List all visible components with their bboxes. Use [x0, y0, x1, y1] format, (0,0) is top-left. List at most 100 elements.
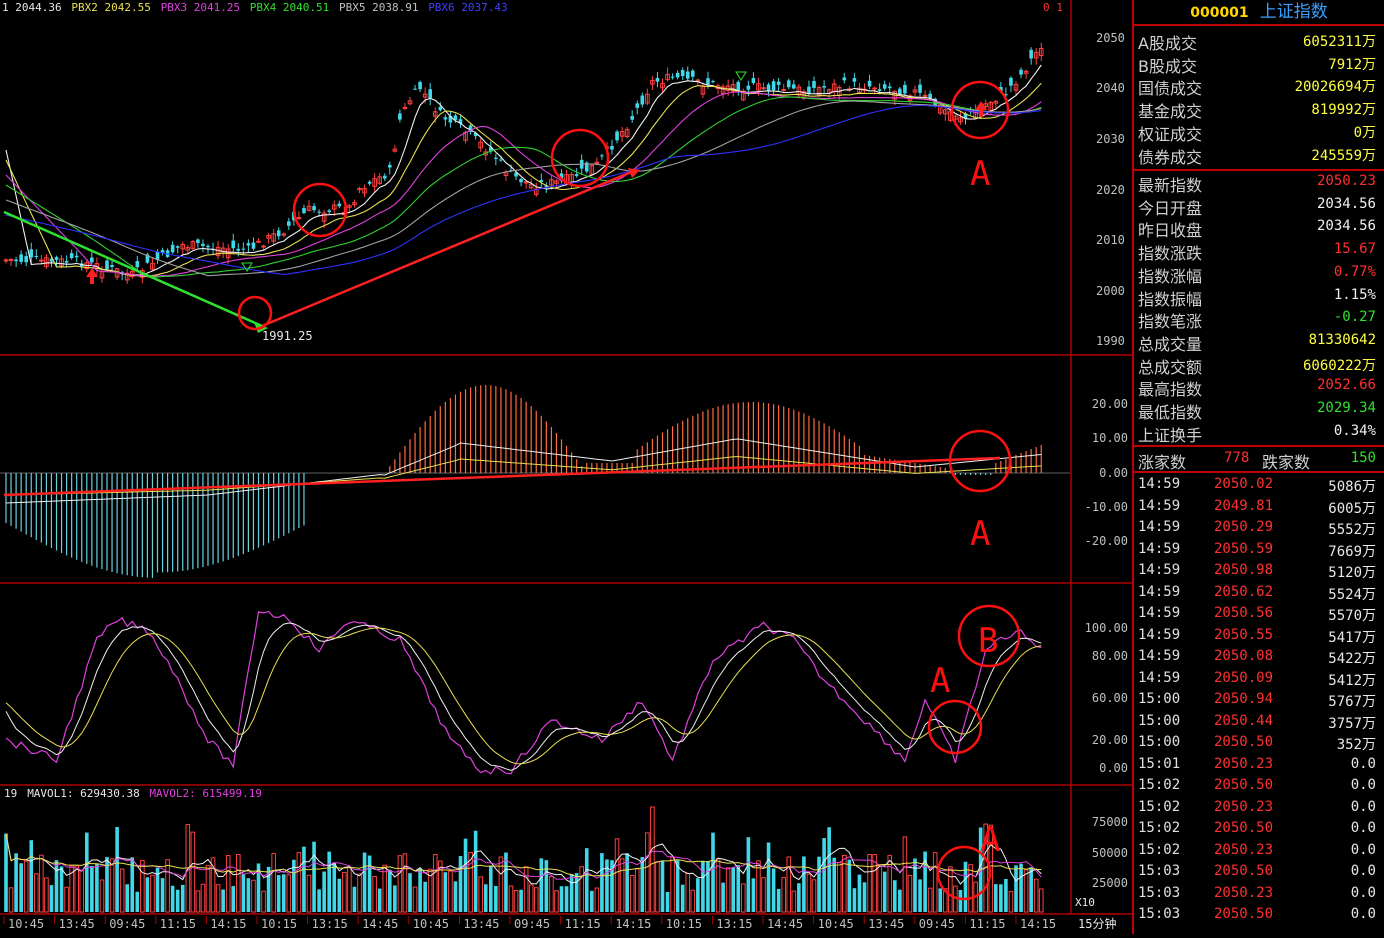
- candle: [256, 240, 261, 243]
- candle: [494, 157, 498, 159]
- volume-bar: [145, 877, 150, 912]
- tick-row: 14:59 2050.98 5120万: [1134, 560, 1384, 582]
- volume-bar: [4, 833, 8, 912]
- tick-price: 2050.02: [1214, 476, 1274, 492]
- volume-bar: [539, 858, 544, 912]
- moving-average-line: [5, 100, 1042, 277]
- volume-bar: [438, 860, 443, 913]
- quote-label: 指数振幅: [1138, 289, 1203, 309]
- volume-bar: [932, 852, 938, 913]
- volume-bar: [296, 852, 302, 913]
- tick-price: 2050.50: [1214, 863, 1274, 879]
- index-code: 000001: [1190, 5, 1249, 21]
- quote-value: 6052311万: [1302, 34, 1376, 50]
- candle: [170, 244, 175, 253]
- volume-bar: [857, 874, 862, 912]
- volume-bar: [872, 854, 877, 913]
- time-axis-label: 10:45: [818, 917, 854, 931]
- candle: [266, 234, 271, 239]
- volume-bar: [721, 882, 725, 912]
- candle: [544, 185, 549, 188]
- candle: [670, 76, 675, 78]
- volume-bar: [619, 858, 625, 913]
- volume-bar: [90, 866, 94, 912]
- advance-label: 涨家数: [1138, 453, 1187, 472]
- volume-bar: [832, 857, 836, 912]
- volume-bar: [569, 874, 574, 912]
- kdj-axis-label: 0.00: [1099, 761, 1128, 775]
- quote-value: 2052.66: [1316, 377, 1376, 394]
- volume-bar: [432, 854, 438, 913]
- volume-bar: [1014, 865, 1018, 912]
- corner-label: 0 1: [1043, 1, 1063, 14]
- divider: [1134, 445, 1384, 447]
- candle: [514, 172, 518, 177]
- tick-row: 15:00 2050.44 3757万: [1134, 711, 1384, 733]
- candle: [44, 257, 49, 268]
- tick-price: 2050.44: [1214, 712, 1274, 729]
- volume-legend: MAVOL2: 615499.19: [149, 787, 262, 800]
- candle: [246, 243, 251, 246]
- candle: [584, 162, 589, 172]
- candle: [761, 87, 766, 90]
- volume-bar: [347, 866, 352, 913]
- candle: [160, 250, 165, 253]
- volume-bar: [302, 846, 306, 912]
- candle: [90, 257, 94, 263]
- volume-bar: [852, 888, 857, 912]
- candle: [519, 179, 523, 183]
- quote-row: 指数涨幅 0.77%: [1134, 262, 1382, 286]
- candle: [1004, 94, 1008, 96]
- volume-bar: [44, 877, 49, 913]
- candle: [468, 125, 473, 132]
- volume-bar: [696, 878, 700, 912]
- time-axis-label: 10:45: [413, 917, 449, 931]
- candle: [251, 242, 256, 249]
- quote-row: 权证成交 0万: [1134, 120, 1382, 144]
- ma-label: PBX6 2037.43: [428, 1, 507, 14]
- tick-volume: 5417万: [1328, 629, 1376, 646]
- candle: [388, 164, 392, 168]
- volume-bar: [882, 871, 887, 912]
- volume-bar: [725, 867, 731, 913]
- kline-chart[interactable]: 1 2044.36 PBX2 2042.55 PBX3 2041.25 PBX4 20…: [0, 0, 1132, 934]
- candle: [691, 70, 695, 77]
- tick-time: 14:59: [1138, 626, 1181, 643]
- candle: [912, 89, 918, 93]
- tick-time: 15:01: [1138, 755, 1181, 772]
- volume-bar: [579, 866, 585, 913]
- candle: [489, 147, 493, 152]
- candle: [1019, 69, 1023, 75]
- candle: [963, 113, 968, 119]
- chart-area[interactable]: 1 2044.36 PBX2 2042.55 PBX3 2041.25 PBX4 20…: [0, 0, 1132, 934]
- time-axis-label: 14:45: [362, 917, 398, 931]
- candle: [746, 85, 751, 90]
- volume-bar: [968, 864, 973, 913]
- volume-bar: [140, 860, 145, 913]
- quote-title[interactable]: 000001 上证指数: [1134, 0, 1384, 26]
- annotation-letter: A: [970, 514, 990, 554]
- quote-value: 819992万: [1311, 102, 1376, 119]
- candle: [54, 257, 59, 260]
- tick-price: 2050.50: [1214, 820, 1274, 836]
- tick-price: 2050.23: [1214, 884, 1274, 901]
- quote-row: 指数笔涨 -0.27: [1134, 307, 1382, 331]
- candle: [1038, 48, 1044, 57]
- volume-bar: [8, 887, 14, 913]
- highlight-circle: [237, 295, 273, 331]
- buy-signal-arrow: [86, 268, 98, 284]
- tick-row: 14:59 2050.62 5524万: [1134, 582, 1384, 604]
- tick-volume: 5570万: [1328, 608, 1376, 624]
- volume-bar: [554, 890, 559, 913]
- candle: [422, 93, 428, 98]
- highlight-circle: [292, 182, 348, 238]
- volume-bar: [292, 859, 296, 912]
- candle: [993, 100, 999, 104]
- time-axis-label: 11:15: [160, 917, 196, 931]
- tick-row: 14:59 2050.08 5422万: [1134, 646, 1384, 668]
- decline-value: 150: [1350, 450, 1376, 466]
- candle: [3, 259, 9, 262]
- period-label: 15分钟: [1078, 916, 1116, 931]
- candle: [287, 221, 291, 226]
- candle: [999, 87, 1003, 92]
